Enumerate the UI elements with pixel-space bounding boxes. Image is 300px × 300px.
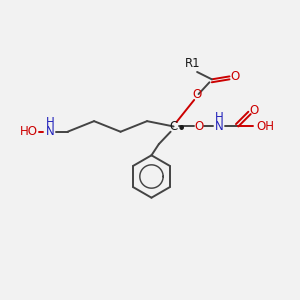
Text: OH: OH [256,120,274,133]
Text: R1: R1 [185,57,200,70]
Text: H: H [46,116,54,129]
Text: O: O [195,120,204,133]
Text: H: H [215,110,224,124]
Text: O: O [250,104,259,117]
Text: O: O [193,88,202,101]
Text: N: N [215,120,224,133]
Text: C: C [169,120,178,133]
Text: N: N [46,125,54,138]
Text: O: O [230,70,239,83]
Text: •: • [177,122,187,137]
Text: HO: HO [20,125,38,138]
